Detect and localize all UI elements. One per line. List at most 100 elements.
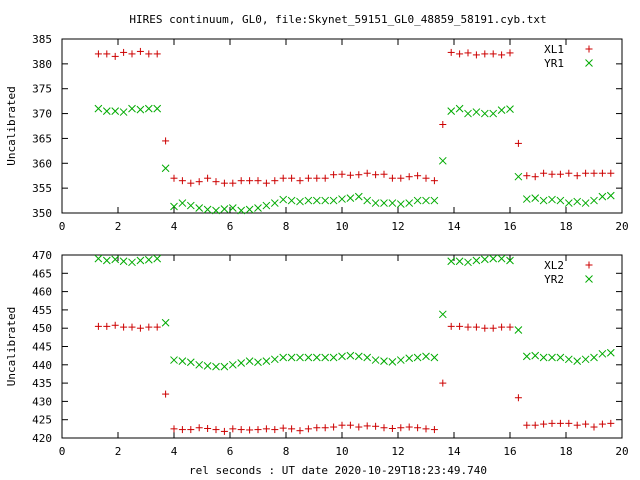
legend-marker (585, 261, 593, 269)
data-point (254, 177, 262, 185)
data-point (120, 48, 128, 56)
data-point (330, 423, 338, 431)
data-point (481, 324, 489, 332)
data-point (414, 424, 422, 432)
data-point (288, 174, 296, 182)
data-point (119, 257, 128, 266)
data-point (287, 196, 296, 205)
data-point (178, 426, 186, 434)
data-point (220, 362, 229, 371)
data-point (514, 326, 523, 334)
x-tick-label: 8 (283, 220, 290, 233)
data-point (212, 362, 220, 371)
data-point (556, 196, 565, 205)
y-tick-label: 455 (32, 304, 52, 317)
data-point (497, 106, 506, 114)
data-point (363, 196, 372, 205)
data-point (178, 177, 186, 185)
series-yr2 (94, 254, 615, 371)
x-tick-label: 6 (227, 445, 234, 458)
data-point (539, 196, 548, 205)
data-point (355, 423, 363, 431)
data-point (111, 52, 119, 60)
data-point (228, 360, 237, 369)
data-point (245, 205, 254, 214)
data-point (413, 196, 422, 205)
data-point (178, 199, 187, 207)
data-point (540, 169, 548, 177)
data-point (523, 421, 531, 429)
x-tick-label: 18 (559, 445, 572, 458)
y-tick-label: 445 (32, 341, 52, 354)
data-point (346, 171, 354, 179)
data-point (413, 353, 422, 362)
data-point (229, 425, 237, 433)
data-point (522, 195, 531, 203)
data-point (162, 390, 170, 398)
data-point (422, 196, 430, 205)
data-point (203, 362, 212, 370)
data-point (380, 424, 388, 432)
data-point (372, 422, 380, 430)
data-point (262, 357, 271, 365)
data-point (237, 359, 246, 367)
data-point (372, 171, 380, 179)
data-point (472, 323, 480, 331)
data-point (304, 425, 312, 433)
data-point (573, 172, 581, 180)
data-point (464, 109, 472, 118)
data-point (102, 107, 111, 115)
data-point (455, 257, 464, 266)
data-point (203, 205, 212, 214)
y-tick-label: 370 (32, 108, 52, 121)
data-point (145, 50, 153, 58)
legend-label: YR2 (544, 273, 564, 286)
legend-marker (585, 59, 593, 67)
data-point (397, 174, 405, 182)
data-point (607, 419, 615, 427)
data-point (464, 258, 472, 267)
data-point (270, 355, 279, 364)
data-point (371, 356, 380, 364)
data-point (271, 426, 279, 434)
data-point (590, 169, 598, 177)
x-tick-label: 4 (171, 445, 178, 458)
data-point (489, 109, 498, 118)
x-tick-label: 8 (283, 445, 290, 458)
data-point (170, 202, 178, 211)
data-point (178, 357, 187, 365)
data-point (371, 199, 380, 207)
data-point (506, 49, 514, 57)
plot-frame (61, 38, 623, 214)
series-yr1 (94, 104, 615, 215)
data-point (346, 421, 354, 429)
data-point (338, 421, 346, 429)
x-tick-label: 14 (447, 445, 461, 458)
data-point (548, 170, 556, 178)
data-point (464, 49, 472, 57)
data-point (111, 321, 119, 329)
data-point (514, 394, 522, 402)
data-point (153, 254, 162, 263)
data-point (497, 254, 506, 263)
x-tick-label: 20 (615, 220, 628, 233)
data-point (397, 424, 405, 432)
x-tick-label: 2 (115, 220, 122, 233)
data-point (279, 353, 288, 362)
data-point (548, 195, 556, 204)
data-point (111, 255, 120, 264)
y-tick-label: 365 (32, 132, 52, 145)
data-point (489, 324, 497, 332)
data-point (313, 174, 321, 182)
data-point (262, 179, 270, 187)
data-point (430, 177, 438, 185)
data-point (237, 426, 245, 434)
data-point (396, 200, 405, 208)
data-point (598, 349, 607, 358)
data-point (338, 170, 346, 178)
data-point (187, 179, 195, 187)
data-point (606, 348, 615, 357)
data-point (598, 420, 606, 428)
data-point (438, 156, 447, 165)
y-tick-label: 450 (32, 322, 52, 335)
